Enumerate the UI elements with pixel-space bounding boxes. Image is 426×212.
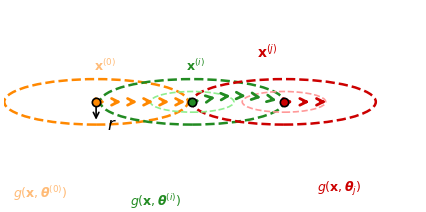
- Text: $\mathbf{x}^{(i)}$: $\mathbf{x}^{(i)}$: [186, 58, 204, 74]
- Text: $g(\mathbf{x}, \boldsymbol{\theta}_j)$: $g(\mathbf{x}, \boldsymbol{\theta}_j)$: [317, 180, 362, 198]
- Text: $r$: $r$: [106, 116, 116, 134]
- Text: $g(\mathbf{x}, \boldsymbol{\theta}^{(i)})$: $g(\mathbf{x}, \boldsymbol{\theta}^{(i)}…: [130, 192, 181, 211]
- Text: $g(\mathbf{x}, \boldsymbol{\theta}^{(0)})$: $g(\mathbf{x}, \boldsymbol{\theta}^{(0)}…: [13, 184, 67, 203]
- Text: $\mathbf{x}^{(j)}$: $\mathbf{x}^{(j)}$: [257, 42, 277, 60]
- Text: $\mathbf{x}^{(0)}$: $\mathbf{x}^{(0)}$: [94, 58, 116, 74]
